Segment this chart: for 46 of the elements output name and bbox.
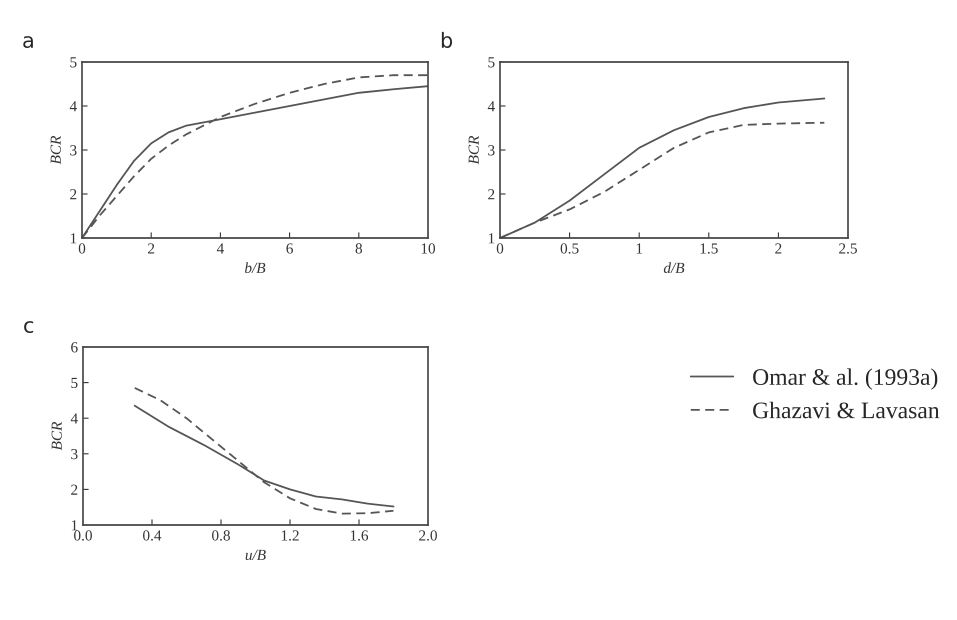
- x-tick-label: 0.4: [143, 530, 162, 541]
- chart-title: b: [442, 32, 452, 48]
- chart-title: a: [23, 36, 33, 48]
- y-tick-label: 3: [71, 448, 78, 460]
- y-tick-label: 4: [488, 101, 495, 112]
- y-tick-label: 5: [70, 57, 77, 68]
- y-tick-label: 4: [70, 413, 78, 424]
- y-tick-label: 6: [71, 342, 78, 352]
- x-tick-label: 1.2: [282, 530, 299, 541]
- x-tick-label: 4: [216, 243, 224, 254]
- y-tick-label: 3: [488, 145, 495, 156]
- x-tick-label: 0.0: [74, 530, 92, 541]
- line-series: [134, 387, 394, 515]
- legend-label: Ghazavi & Lavasan: [753, 402, 940, 418]
- x-tick-label: 10: [422, 243, 436, 254]
- y-tick-label: 5: [488, 57, 495, 68]
- x-tick-label: 1: [636, 243, 642, 254]
- x-axis-title: b/B: [244, 262, 266, 274]
- x-axis-title: d/B: [664, 262, 684, 274]
- x-tick-label: 8: [356, 243, 362, 254]
- y-tick-label: 1: [70, 233, 76, 244]
- x-tick-label: 2.0: [419, 530, 437, 541]
- chart-title: c: [24, 321, 34, 334]
- x-tick-label: 2: [775, 243, 782, 254]
- y-axis-title: BCR: [468, 136, 479, 164]
- x-tick-label: 0: [78, 243, 86, 254]
- y-tick-label: 1: [72, 520, 78, 530]
- y-tick-label: 1: [488, 233, 494, 244]
- x-tick-label: 2.5: [839, 243, 857, 254]
- y-tick-label: 3: [70, 145, 77, 156]
- y-axis-title: BCR: [50, 136, 61, 164]
- y-tick-label: 4: [70, 101, 77, 112]
- legend-label: Omar & al. (1993a): [753, 368, 938, 390]
- x-tick-label: 0: [496, 243, 504, 254]
- y-tick-label: 5: [71, 378, 78, 388]
- x-tick-label: 0.8: [212, 530, 230, 541]
- x-axis-title: u/B: [246, 550, 266, 560]
- y-tick-label: 2: [71, 484, 78, 495]
- x-tick-label: 1.5: [700, 243, 718, 254]
- y-tick-label: 2: [488, 189, 494, 200]
- x-tick-label: 2: [148, 243, 154, 254]
- y-tick-label: 2: [70, 189, 76, 200]
- y-axis-title: BCR: [52, 422, 62, 450]
- x-tick-label: 6: [286, 243, 293, 254]
- x-tick-label: 0.5: [560, 243, 579, 254]
- x-tick-label: 1.6: [350, 530, 368, 541]
